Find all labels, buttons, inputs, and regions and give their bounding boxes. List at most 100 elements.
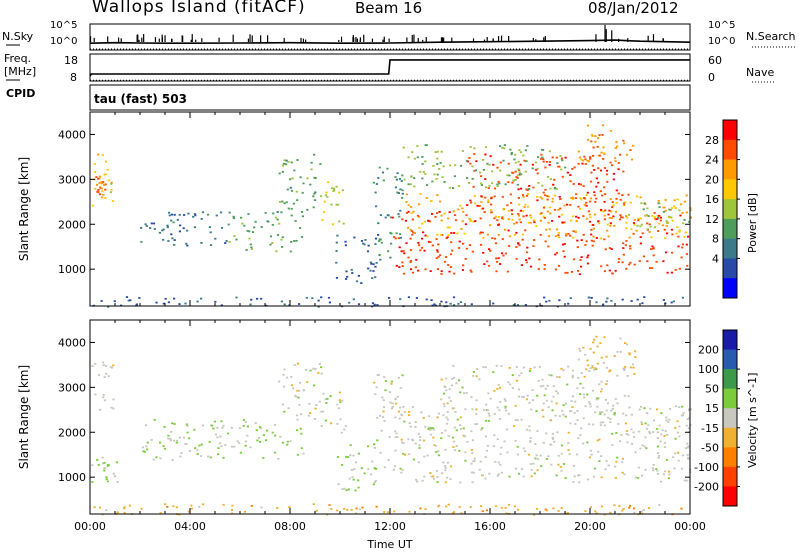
- velocity-cell: [560, 507, 563, 509]
- velocity-cell: [396, 395, 399, 398]
- power-cell: [599, 190, 602, 193]
- velocity-cell: [562, 413, 565, 416]
- velocity-cell: [555, 376, 559, 378]
- velocity-cell: [687, 445, 690, 448]
- velocity-cell: [579, 393, 582, 395]
- velocity-cell: [615, 460, 618, 463]
- power-cell: [278, 172, 281, 175]
- power-cell: [429, 241, 432, 243]
- power-cell: [107, 179, 110, 182]
- velocity-cell: [105, 509, 108, 512]
- power-cell: [547, 245, 550, 248]
- power-cell: [469, 162, 472, 165]
- velocity-cell: [475, 413, 478, 416]
- velocity-cell: [558, 415, 561, 418]
- power-cell: [506, 174, 509, 177]
- noise-tick-top-left: 10^5: [50, 20, 78, 31]
- velocity-cell: [231, 504, 234, 507]
- power-cell: [543, 264, 546, 266]
- power-cell: [274, 216, 278, 219]
- velocity-cell: [210, 424, 214, 427]
- velocity-cell: [607, 416, 610, 419]
- velocity-cell: [591, 366, 594, 369]
- power-cell: [648, 223, 651, 226]
- velocity-cell: [432, 428, 435, 431]
- power-cell: [493, 237, 497, 240]
- power-cell: [491, 170, 494, 173]
- velocity-cell: [444, 469, 447, 472]
- power-cell: [445, 237, 448, 240]
- velocity-cell: [493, 434, 496, 437]
- velocity-cell: [573, 412, 576, 414]
- power-cell: [491, 237, 494, 240]
- power-cell: [489, 249, 492, 252]
- power-cell: [500, 252, 504, 255]
- velocity-cell: [624, 342, 627, 344]
- power-cell: [615, 141, 618, 143]
- power-cell: [496, 166, 499, 169]
- velocity-cell: [492, 445, 495, 448]
- power-cell: [564, 271, 567, 274]
- power-cell: [490, 211, 493, 214]
- power-cell: [526, 145, 529, 147]
- power-cell: [430, 299, 433, 301]
- power-cell: [653, 216, 656, 218]
- velocity-cell: [447, 435, 450, 437]
- power-cell: [595, 237, 598, 239]
- power-cell: [586, 262, 590, 265]
- velocity-cell: [459, 424, 462, 426]
- power-cell: [596, 145, 599, 148]
- power-cell: [593, 169, 596, 171]
- power-cell: [246, 230, 249, 232]
- velocity-cell: [579, 382, 582, 385]
- power-cell: [375, 205, 378, 208]
- velocity-cell: [586, 393, 589, 396]
- velocity-cell: [212, 427, 215, 430]
- velocity-cell: [336, 509, 339, 512]
- velocity-cell: [295, 395, 298, 398]
- velocity-cell: [574, 423, 577, 425]
- velocity-cell: [594, 510, 597, 513]
- power-cell: [411, 233, 414, 236]
- power-cell: [574, 230, 577, 233]
- power-cell: [576, 239, 579, 242]
- power-cell: [525, 188, 528, 191]
- velocity-cell: [560, 452, 563, 455]
- power-cell: [539, 213, 542, 216]
- power-cell: [486, 162, 489, 165]
- power-cell: [580, 198, 583, 201]
- velocity-cell: [244, 440, 247, 443]
- velocity-cell: [464, 451, 467, 454]
- power-cell: [447, 234, 450, 236]
- power-cell: [185, 242, 188, 245]
- power-region-4: [227, 211, 304, 253]
- power-cell: [281, 236, 284, 239]
- power-cell: [670, 301, 673, 304]
- power-cell: [443, 212, 446, 215]
- velocity-cell: [408, 414, 411, 416]
- power-cell: [470, 303, 473, 306]
- power-cell: [563, 255, 566, 258]
- power-cell: [497, 257, 500, 260]
- velocity-cell: [320, 425, 323, 427]
- date-title: 08/Jan/2012: [588, 0, 679, 17]
- power-cell: [397, 192, 400, 194]
- power-cell: [493, 195, 496, 198]
- velocity-cell: [220, 445, 223, 448]
- power-cell: [479, 231, 482, 234]
- power-cell: [449, 302, 452, 305]
- power-cell: [499, 263, 502, 265]
- power-cell: [101, 190, 104, 193]
- velocity-cell: [164, 503, 167, 506]
- power-cell: [450, 232, 453, 234]
- velocity-cell: [399, 387, 402, 389]
- velocity-cell: [644, 468, 647, 471]
- power-cell: [504, 252, 507, 255]
- power-cell: [379, 258, 382, 261]
- velocity-cell: [687, 457, 690, 460]
- power-cell: [215, 214, 218, 217]
- power-cell: [251, 231, 255, 233]
- velocity-colorbar-swatch: [723, 486, 737, 507]
- velocity-cell: [423, 475, 426, 478]
- power-cell: [551, 220, 554, 222]
